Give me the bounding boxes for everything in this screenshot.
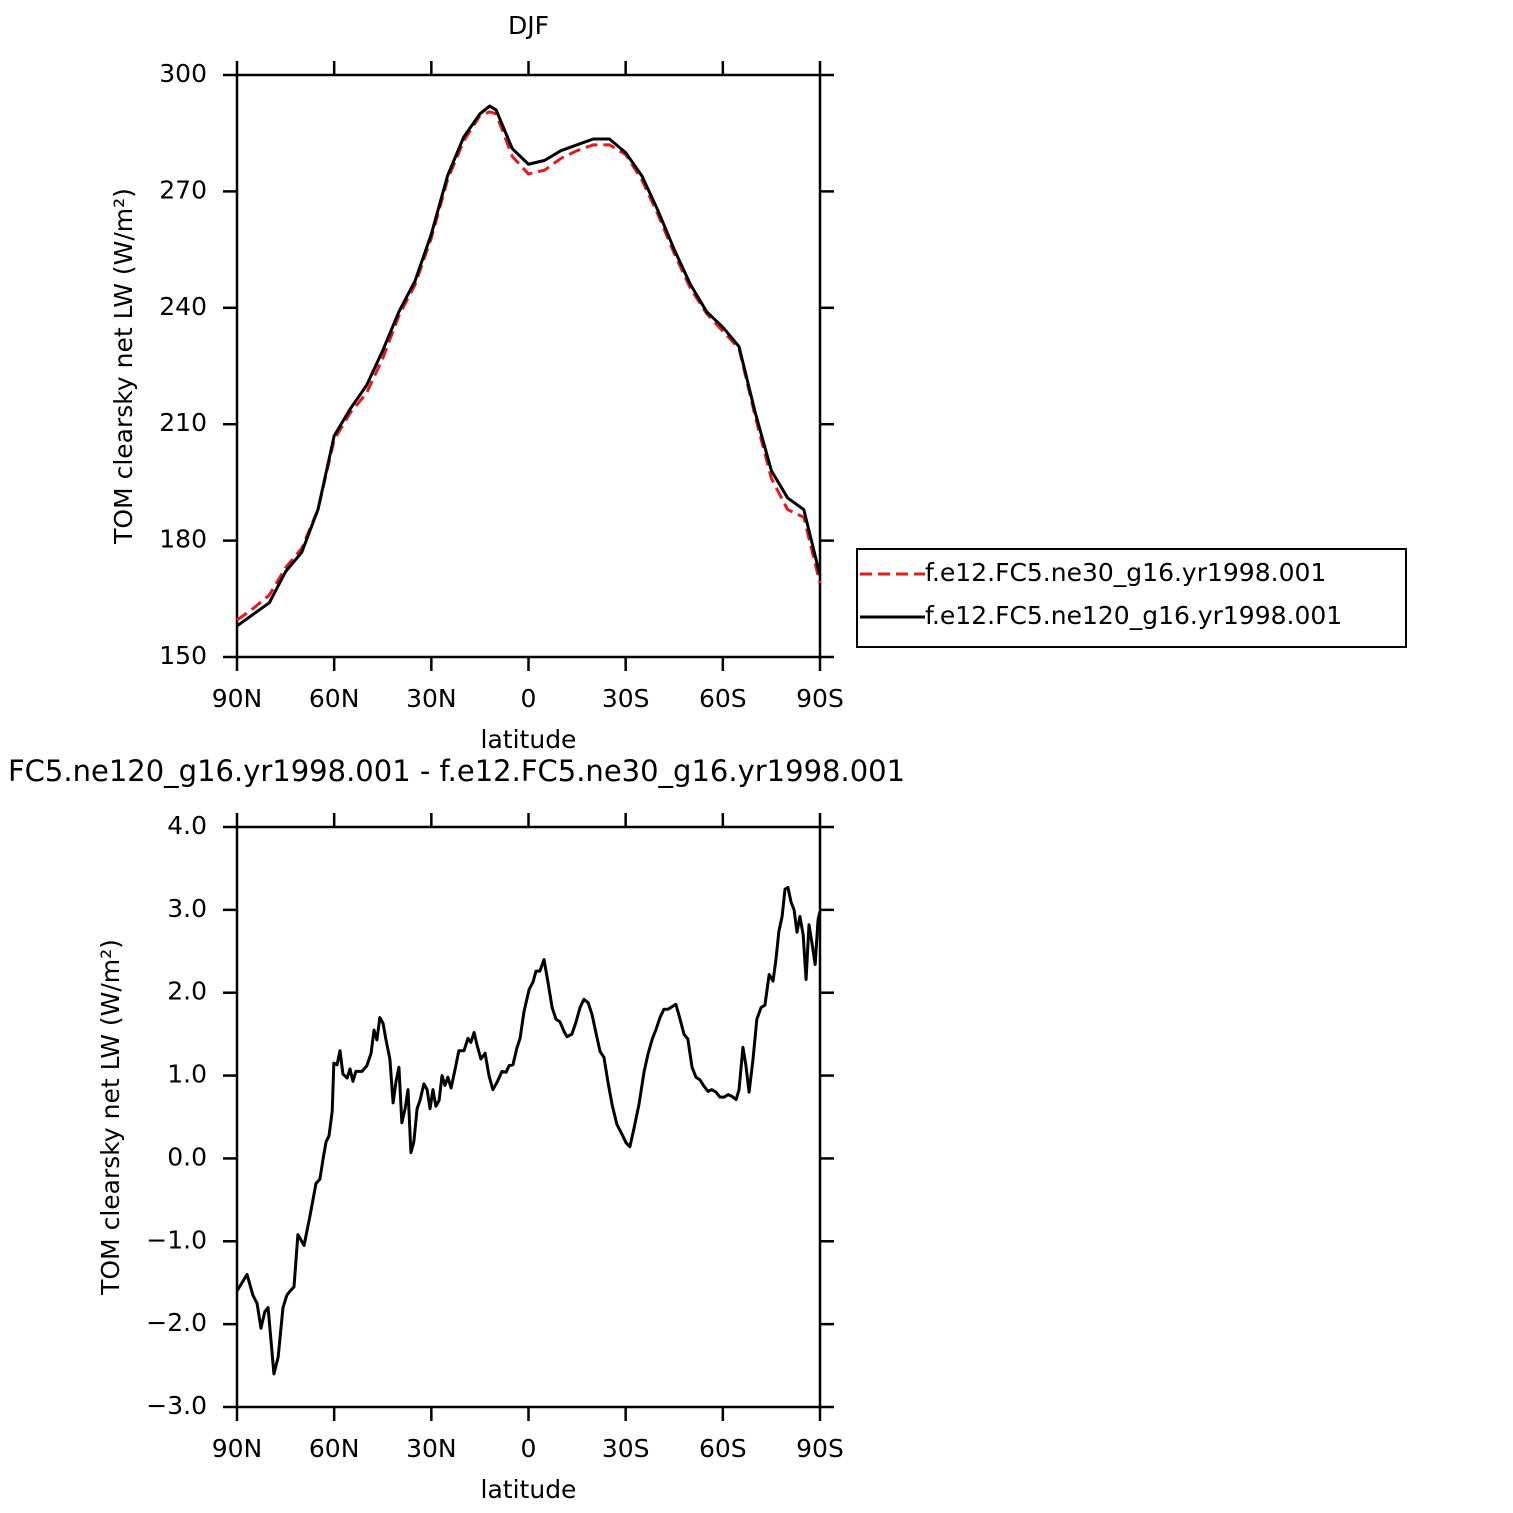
y-axis-label: TOM clearsky net LW (W/m²) — [96, 939, 125, 1296]
plot-frame — [235, 825, 822, 1409]
x-tick-label: 60S — [699, 1434, 747, 1463]
chart-title: DJF — [508, 11, 549, 40]
x-tick-label: 90N — [212, 1434, 263, 1463]
x-tick-label: 30N — [406, 684, 457, 713]
x-tick-label: 90S — [796, 684, 844, 713]
x-tick-label: 0 — [521, 684, 537, 713]
y-tick-label: 150 — [159, 641, 207, 670]
x-tick-label: 30S — [602, 684, 650, 713]
x-tick-label: 30N — [406, 1434, 457, 1463]
y-tick-label: 0.0 — [167, 1142, 207, 1171]
y-tick-label: −2.0 — [146, 1308, 207, 1337]
x-axis-label: latitude — [481, 1475, 577, 1504]
y-tick-label: 2.0 — [167, 977, 207, 1006]
x-tick-label: 90S — [796, 1434, 844, 1463]
y-tick-label: 1.0 — [167, 1060, 207, 1089]
y-tick-label: 3.0 — [167, 894, 207, 923]
y-tick-label: −3.0 — [146, 1391, 207, 1420]
y-tick-label: 300 — [159, 59, 207, 88]
data-line — [236, 110, 822, 622]
x-tick-label: 0 — [521, 1434, 537, 1463]
legend-label: f.e12.FC5.ne30_g16.yr1998.001 — [925, 558, 1326, 587]
y-tick-label: −1.0 — [146, 1225, 207, 1254]
legend-label: f.e12.FC5.ne120_g16.yr1998.001 — [925, 601, 1342, 630]
x-tick-label: 90N — [212, 684, 263, 713]
x-tick-label: 60N — [309, 684, 360, 713]
x-axis-label: latitude — [481, 725, 577, 754]
data-line — [236, 104, 822, 628]
y-tick-label: 240 — [159, 292, 207, 321]
data-line — [235, 885, 822, 1376]
y-axis-label: TOM clearsky net LW (W/m²) — [109, 188, 138, 545]
y-tick-label: 4.0 — [167, 811, 207, 840]
x-tick-label: 30S — [602, 1434, 650, 1463]
legend-box — [856, 548, 1407, 648]
y-tick-label: 270 — [159, 175, 207, 204]
y-tick-label: 210 — [159, 408, 207, 437]
y-tick-label: 180 — [159, 525, 207, 554]
x-tick-label: 60S — [699, 684, 747, 713]
x-tick-label: 60N — [309, 1434, 360, 1463]
chart-title: FC5.ne120_g16.yr1998.001 - f.e12.FC5.ne3… — [8, 754, 905, 788]
